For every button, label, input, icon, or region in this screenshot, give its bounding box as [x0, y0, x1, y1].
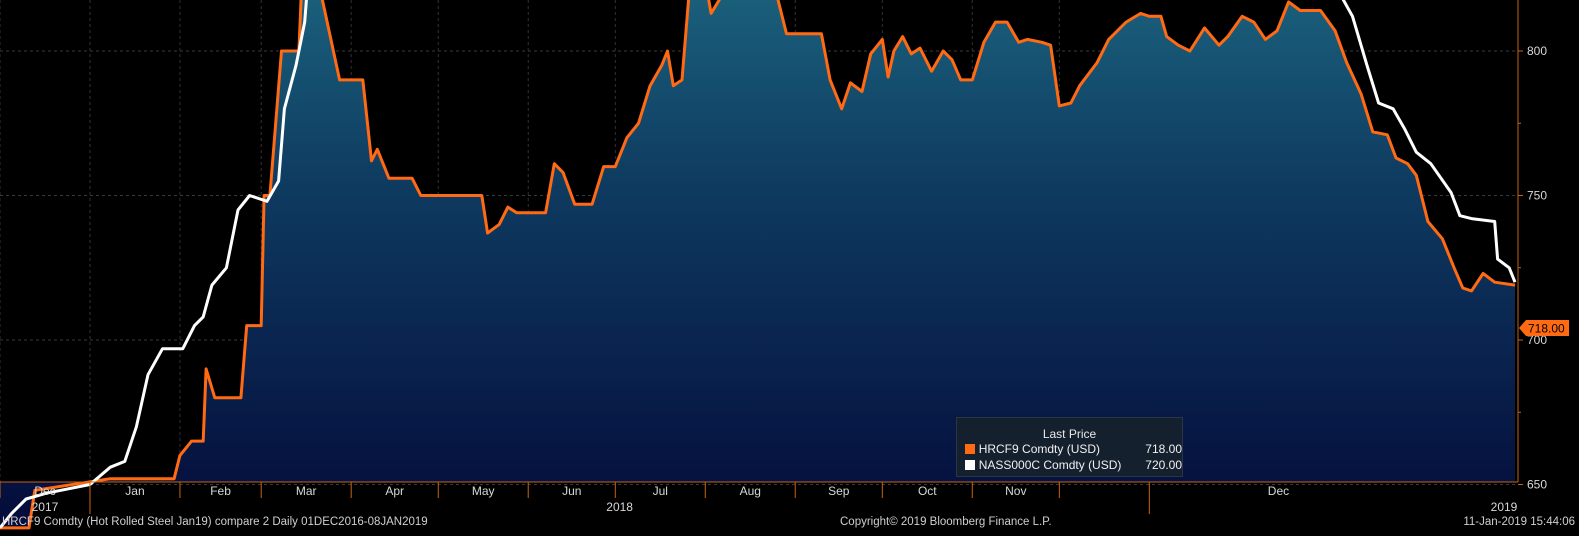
- legend-name: NASS000C Comdty (USD): [978, 458, 1122, 472]
- x-month-label: Nov: [1005, 484, 1026, 498]
- nass-series-line: [0, 0, 1517, 529]
- last-value-tag: 718.00: [1519, 320, 1569, 336]
- x-month-label: Feb: [210, 484, 231, 498]
- x-month-label: Mar: [296, 484, 317, 498]
- footer-timestamp: 11-Jan-2019 15:44:06: [1463, 516, 1575, 528]
- legend-row-hrc: HRCF9 Comdty (USD) 718.00: [965, 441, 1182, 457]
- x-month-label: Jun: [562, 484, 581, 498]
- x-year-label: 2018: [606, 500, 633, 514]
- legend-title: Last Price: [1042, 427, 1097, 441]
- legend: Last Price HRCF9 Comdty (USD) 718.00 NAS…: [956, 417, 1183, 477]
- y-tick-label: 650: [1527, 478, 1547, 492]
- y-axis: 650700750800850900: [1518, 44, 1547, 492]
- x-month-label: Dec: [1268, 484, 1289, 498]
- x-month-label: Sep: [828, 484, 850, 498]
- x-month-label: Jul: [653, 484, 668, 498]
- x-month-label: Dec: [34, 484, 55, 498]
- legend-value: 720.00: [1145, 458, 1182, 472]
- x-year-label: 2019: [1491, 500, 1518, 514]
- y-tick-label: 800: [1527, 44, 1547, 58]
- x-month-label: Oct: [918, 484, 937, 498]
- x-axis: Dec Jan Feb Mar Apr May Jun Jul Aug Sep Oct Nov Dec 2…: [0, 482, 1518, 514]
- y-tick-label: 700: [1527, 333, 1547, 347]
- footer-copyright: Copyright© 2019 Bloomberg Finance L.P.: [840, 516, 1052, 528]
- y-tick-label: 750: [1527, 189, 1547, 203]
- legend-value: 718.00: [1145, 442, 1182, 456]
- x-month-label: Apr: [385, 484, 404, 498]
- x-month-label: Aug: [740, 484, 761, 498]
- x-year-label: 2017: [32, 500, 59, 514]
- hrc-series-line: [0, 0, 1516, 530]
- hrc-area-fill: [0, 0, 1515, 528]
- last-value-label: 718.00: [1528, 322, 1565, 336]
- footer-description: HRCF9 Comdty (Hot Rolled Steel Jan19) co…: [2, 516, 428, 528]
- legend-name: HRCF9 Comdty (USD): [978, 442, 1101, 456]
- legend-swatch-hrc: [965, 444, 975, 454]
- x-month-label: May: [472, 484, 495, 498]
- legend-swatch-nass: [965, 460, 975, 470]
- last-value-tag-shape: [1519, 320, 1569, 336]
- x-month-label: Jan: [125, 484, 144, 498]
- legend-row-nass: NASS000C Comdty (USD) 720.00: [965, 457, 1182, 473]
